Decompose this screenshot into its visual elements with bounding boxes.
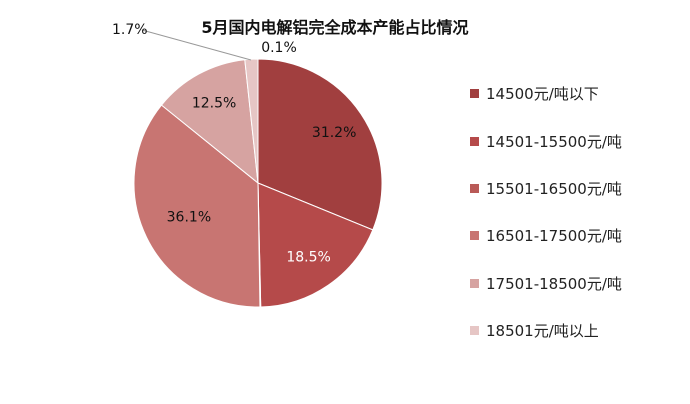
legend-item: 16501-17500元/吨	[470, 212, 622, 259]
legend-item: 17501-18500元/吨	[470, 260, 622, 307]
data-label: 18.5%	[286, 250, 330, 266]
data-label: 36.1%	[167, 210, 211, 226]
legend-swatch	[470, 89, 479, 99]
legend-label: 14501-15500元/吨	[486, 132, 622, 151]
legend-item: 15501-16500元/吨	[470, 165, 622, 212]
legend-item: 14501-15500元/吨	[470, 117, 622, 164]
legend-swatch	[470, 326, 479, 336]
pie-data-labels: 31.2% 18.5% 0.1% 36.1% 12.5% 1.7%	[112, 22, 356, 266]
pie-slice	[257, 58, 383, 231]
chart-title: 5月国内电解铝完全成本产能占比情况	[201, 18, 468, 37]
pie-slice	[244, 58, 259, 184]
data-label: 0.1%	[261, 40, 297, 56]
legend-label: 18501元/吨以上	[486, 322, 599, 341]
leader-line	[141, 29, 252, 61]
legend-label: 14500元/吨以下	[486, 85, 599, 104]
data-label: 12.5%	[192, 95, 236, 111]
legend-label: 16501-17500元/吨	[486, 227, 622, 246]
legend-label: 17501-18500元/吨	[486, 274, 622, 293]
legend-swatch	[470, 183, 479, 193]
legend-label: 15501-16500元/吨	[486, 179, 622, 198]
legend-swatch	[470, 278, 479, 288]
data-label: 1.7%	[112, 22, 148, 38]
data-label: 31.2%	[312, 125, 356, 141]
pie-slice	[133, 104, 261, 308]
legend: 14500元/吨以下 14501-15500元/吨 15501-16500元/吨 16…	[470, 70, 622, 354]
legend-swatch	[470, 136, 479, 146]
pie-slice	[160, 59, 259, 185]
legend-item: 14500元/吨以下	[470, 70, 622, 117]
legend-item: 18501元/吨以上	[470, 307, 622, 354]
pie-slices	[133, 58, 383, 308]
pie-slice	[257, 182, 374, 308]
legend-swatch	[470, 231, 479, 241]
